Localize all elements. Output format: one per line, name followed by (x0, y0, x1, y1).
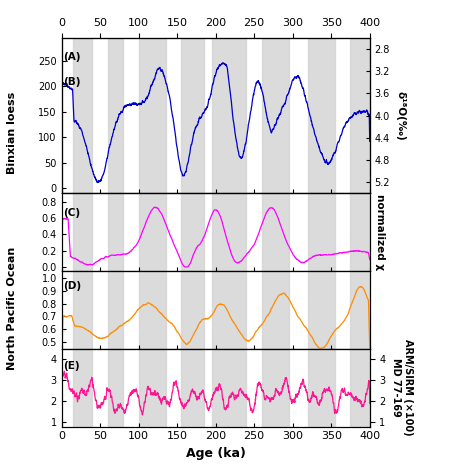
Bar (181, 38, 204, 193)
Text: (C): (C) (63, 208, 80, 218)
Text: North Pacific Ocean: North Pacific Ocean (7, 246, 17, 370)
Bar (138, 271, 165, 349)
Y-axis label: normalized χ: normalized χ (375, 194, 385, 270)
Bar (308, 38, 335, 193)
Bar (212, 271, 246, 349)
Text: (E): (E) (63, 362, 80, 372)
Bar (73, 38, 92, 193)
Text: Binxian loess: Binxian loess (7, 91, 17, 174)
Bar (181, 349, 204, 427)
Bar (108, 349, 123, 427)
Bar (108, 271, 123, 349)
Bar (350, 271, 370, 349)
Bar (350, 349, 370, 427)
Bar (308, 349, 335, 427)
Text: (B): (B) (63, 77, 81, 87)
Bar (73, 193, 92, 271)
Y-axis label: δ¹⁸O(‰): δ¹⁸O(‰) (396, 91, 406, 140)
Y-axis label: ARM/SIRM (×100)
MD 77-169: ARM/SIRM (×100) MD 77-169 (391, 339, 413, 436)
Bar (73, 271, 92, 349)
Bar (212, 349, 246, 427)
Bar (262, 271, 289, 349)
Bar (138, 38, 165, 193)
Bar (262, 349, 289, 427)
Bar (308, 193, 335, 271)
Text: (D): (D) (63, 282, 81, 292)
Bar (138, 193, 165, 271)
Bar (108, 193, 123, 271)
Bar (212, 193, 246, 271)
Bar (181, 271, 204, 349)
Bar (350, 38, 370, 193)
X-axis label: Age (ka): Age (ka) (186, 447, 246, 460)
Bar (181, 193, 204, 271)
Text: (A): (A) (63, 52, 81, 62)
Bar (350, 193, 370, 271)
Bar (308, 271, 335, 349)
Bar (262, 193, 289, 271)
Bar (108, 38, 123, 193)
Bar (138, 349, 165, 427)
Bar (262, 38, 289, 193)
Bar (73, 349, 92, 427)
Bar (212, 38, 246, 193)
